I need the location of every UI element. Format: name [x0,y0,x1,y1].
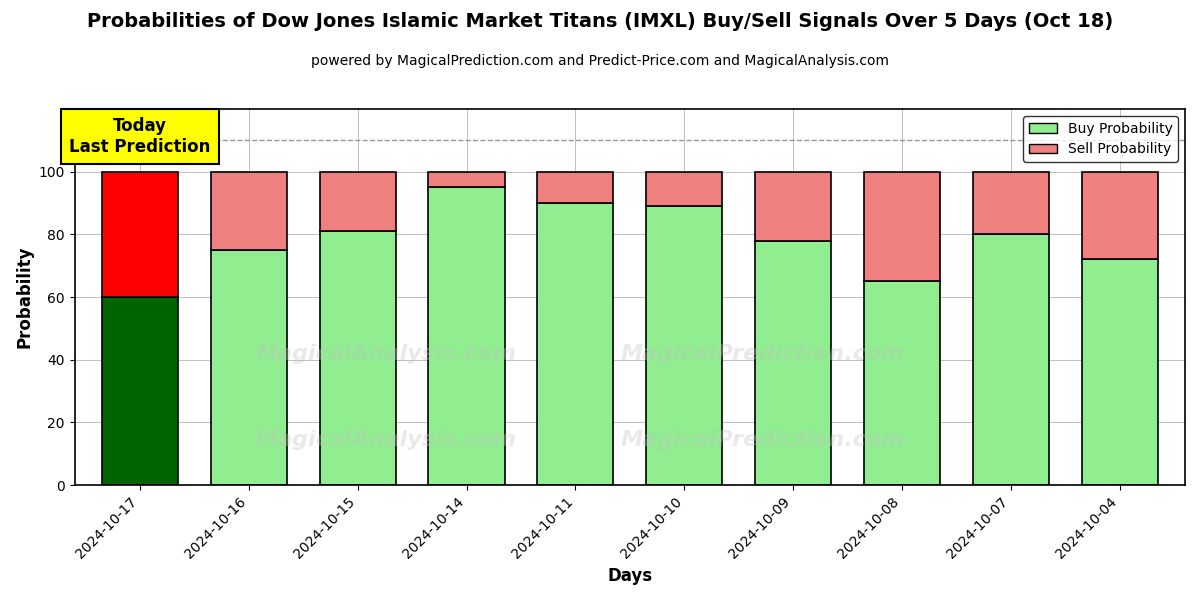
Bar [973,235,1049,485]
Legend: Buy Probability, Sell Probability: Buy Probability, Sell Probability [1024,116,1178,162]
Bar [102,172,178,297]
Bar [102,297,178,485]
Bar [428,172,505,187]
Bar [1081,172,1158,259]
Bar [319,172,396,231]
Bar [538,172,613,203]
Bar [1081,259,1158,485]
Bar [211,250,287,485]
Bar [973,172,1049,235]
Text: Today
Last Prediction: Today Last Prediction [70,117,211,156]
Text: MagicalAnalysis.com: MagicalAnalysis.com [256,344,516,364]
Text: MagicalAnalysis.com: MagicalAnalysis.com [256,430,516,450]
Bar [538,203,613,485]
Bar [428,187,505,485]
Bar [864,281,940,485]
Bar [646,172,722,206]
Bar [755,241,832,485]
Text: powered by MagicalPrediction.com and Predict-Price.com and MagicalAnalysis.com: powered by MagicalPrediction.com and Pre… [311,54,889,68]
Text: MagicalPrediction.com: MagicalPrediction.com [620,430,905,450]
Text: Probabilities of Dow Jones Islamic Market Titans (IMXL) Buy/Sell Signals Over 5 : Probabilities of Dow Jones Islamic Marke… [86,12,1114,31]
Text: MagicalPrediction.com: MagicalPrediction.com [620,344,905,364]
Bar [211,172,287,250]
Bar [755,172,832,241]
X-axis label: Days: Days [607,567,653,585]
Bar [319,231,396,485]
Bar [864,172,940,281]
Y-axis label: Probability: Probability [16,246,34,349]
Bar [646,206,722,485]
